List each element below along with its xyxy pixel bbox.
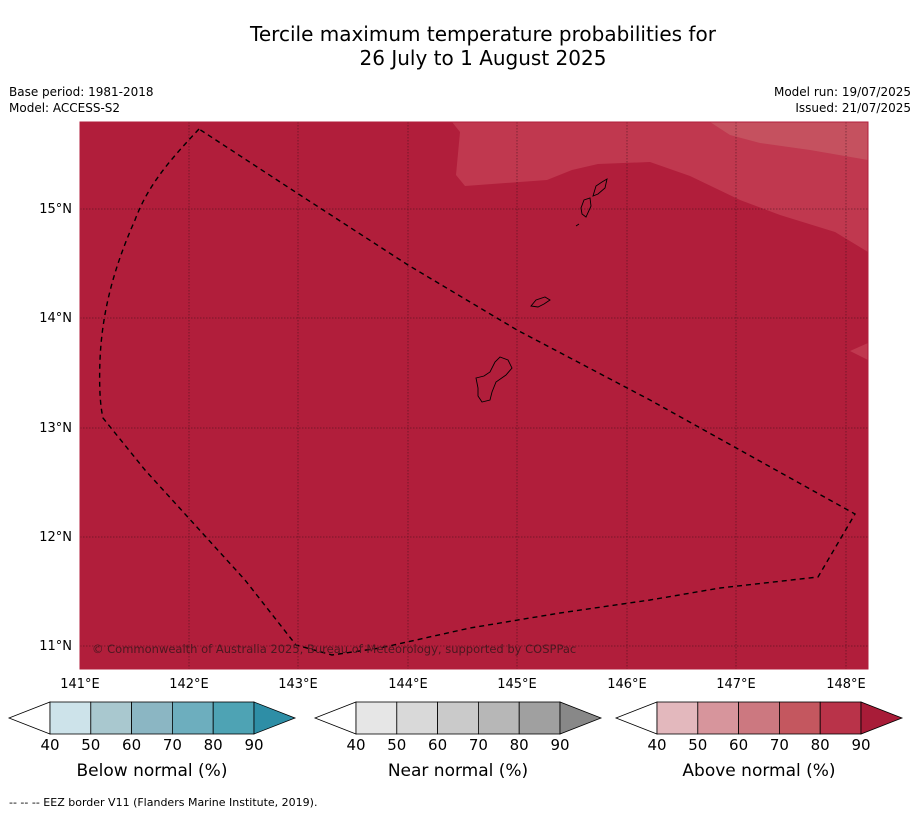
colorbar-tick-label: 90	[851, 736, 870, 754]
colorbar-tick-label: 80	[204, 736, 223, 754]
footnote: -- -- -- EEZ border V11 (Flanders Marine…	[9, 796, 318, 809]
colorbar-tick-label: 60	[428, 736, 447, 754]
colorbar-segment	[49, 701, 92, 735]
colorbar-extend-high	[253, 701, 297, 735]
colorbar-extend-high	[860, 701, 904, 735]
colorbar-label-below: Below normal (%)	[76, 761, 228, 781]
probability-zone-70-east	[850, 343, 868, 360]
issued-text: Issued: 21/07/2025	[795, 101, 911, 115]
colorbar-tick-label: 40	[346, 736, 365, 754]
colorbar-tick-label: 70	[163, 736, 182, 754]
colorbar: 40 50 60 70 80 90	[313, 701, 603, 754]
latitude-labels: 15°N 14°N 13°N 12°N 11°N	[39, 202, 72, 654]
colorbars: 40 50 60 70 80 90 40 50 60 70 80 90 40 50 60 70 80 90	[7, 701, 904, 754]
lat-label: 15°N	[39, 202, 72, 217]
colorbar-tick-label: 50	[387, 736, 406, 754]
colorbar-tick-label: 60	[122, 736, 141, 754]
colorbar-tick-label: 50	[688, 736, 707, 754]
colorbar-tick-label: 80	[811, 736, 830, 754]
colorbar-segment	[396, 701, 438, 735]
colorbar-extend-high	[559, 701, 603, 735]
island-tinian	[580, 197, 592, 218]
lon-label: 143°E	[278, 677, 318, 692]
title-line-2: 26 July to 1 August 2025	[359, 46, 607, 70]
lon-label: 148°E	[826, 677, 866, 692]
colorbar-segment	[779, 701, 821, 735]
colorbar-extend-low	[7, 701, 51, 735]
colorbar-segment	[819, 701, 862, 735]
island-guam	[475, 356, 513, 403]
model-text: Model: ACCESS-S2	[9, 101, 121, 115]
eez-border	[98, 128, 856, 656]
colorbar-segment	[697, 701, 739, 735]
copyright-text: © Commonwealth of Australia 2025, Bureau…	[92, 642, 576, 656]
colorbar-tick-label: 90	[550, 736, 569, 754]
colorbar-segment	[171, 701, 214, 735]
colorbar-label-above: Above normal (%)	[682, 761, 836, 781]
colorbar-label-near: Near normal (%)	[387, 761, 529, 781]
lat-label: 11°N	[39, 639, 72, 654]
probability-zone-70	[452, 122, 868, 252]
lon-label: 147°E	[716, 677, 756, 692]
colorbar-tick-label: 70	[770, 736, 789, 754]
colorbar-segment	[212, 701, 255, 735]
lat-label: 14°N	[39, 311, 72, 326]
map-background	[80, 122, 868, 669]
model-run-text: Model run: 19/07/2025	[773, 85, 911, 99]
longitude-labels: 141°E 142°E 143°E 144°E 145°E 146°E 147°…	[60, 677, 866, 692]
colorbar-segment	[131, 701, 173, 735]
colorbar-segment	[437, 701, 479, 735]
colorbar-tick-label: 60	[729, 736, 748, 754]
colorbar-segment	[90, 701, 133, 735]
colorbar-extend-low	[313, 701, 357, 735]
colorbar-tick-label: 40	[647, 736, 666, 754]
base-period-text: Base period: 1981-2018	[9, 85, 154, 99]
colorbar-segment	[656, 701, 699, 735]
colorbar-tick-label: 50	[81, 736, 100, 754]
colorbar-tick-label: 90	[244, 736, 263, 754]
colorbar-segment	[477, 701, 520, 735]
colorbar-tick-label: 40	[40, 736, 59, 754]
probability-zone-60	[710, 122, 868, 160]
lat-label: 13°N	[39, 421, 72, 436]
meta-right: Model run: 19/07/2025 Issued: 21/07/2025	[774, 84, 911, 116]
lat-label: 12°N	[39, 530, 72, 545]
colorbar-segment	[355, 701, 398, 735]
title-line-1: Tercile maximum temperature probabilitie…	[250, 22, 716, 46]
lon-label: 142°E	[169, 677, 209, 692]
lon-label: 144°E	[388, 677, 428, 692]
lon-label: 146°E	[607, 677, 647, 692]
colorbar-tick-label: 70	[469, 736, 488, 754]
colorbar: 40 50 60 70 80 90	[7, 701, 297, 754]
island-saipan	[592, 178, 608, 197]
colorbar-segment	[518, 701, 561, 735]
island-aguijan	[575, 223, 580, 227]
islands	[475, 178, 608, 403]
island-rota	[530, 296, 551, 308]
chart-title: Tercile maximum temperature probabilitie…	[0, 22, 919, 70]
colorbar-segment	[738, 701, 780, 735]
lon-label: 145°E	[497, 677, 537, 692]
map-frame	[79, 121, 869, 670]
colorbar-tick-label: 80	[510, 736, 529, 754]
lon-label: 141°E	[60, 677, 100, 692]
colorbar: 40 50 60 70 80 90	[614, 701, 904, 754]
gridlines	[80, 122, 868, 669]
meta-left: Base period: 1981-2018 Model: ACCESS-S2	[9, 84, 154, 116]
colorbar-extend-low	[614, 701, 658, 735]
